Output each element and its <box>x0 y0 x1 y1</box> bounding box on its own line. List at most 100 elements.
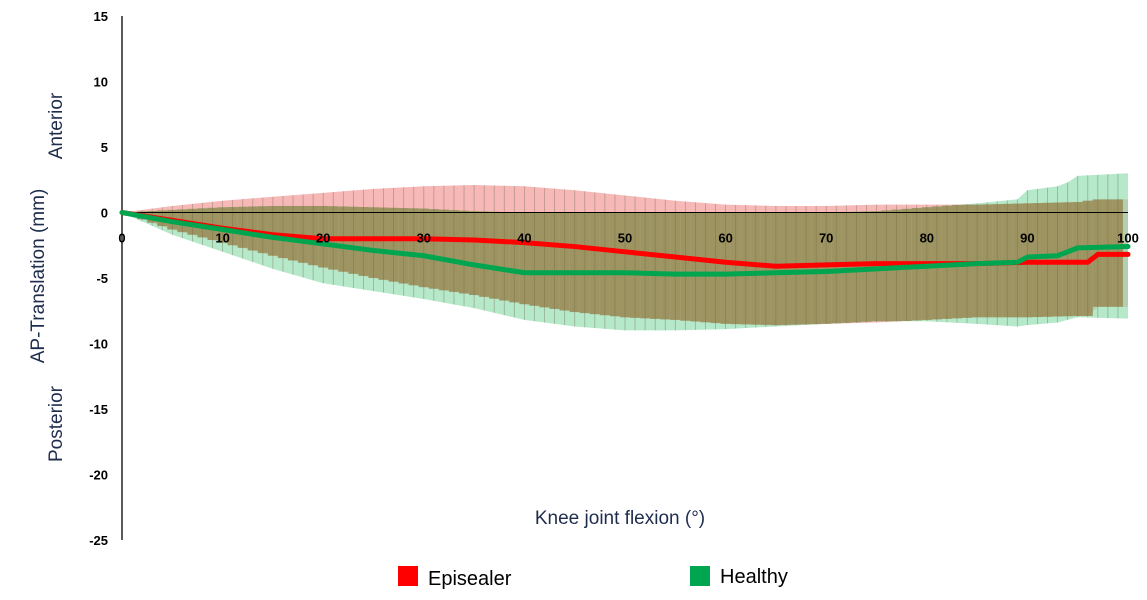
band-overlap-segment <box>459 210 470 294</box>
band-overlap-segment <box>499 211 510 301</box>
band-overlap-segment <box>469 211 480 296</box>
band-overlap-segment <box>217 207 228 243</box>
band-overlap-segment <box>509 212 520 303</box>
line-episealer <box>119 210 1131 269</box>
x-tick-label: 30 <box>417 231 431 246</box>
band-overlap-segment <box>811 212 822 325</box>
x-tick-label: 80 <box>920 231 934 246</box>
x-tick-label: 20 <box>316 231 330 246</box>
legend-swatch-episealer <box>398 566 418 586</box>
band-overlap-segment <box>841 211 852 323</box>
band-overlap-segment <box>529 212 540 306</box>
band-overlap-segment <box>398 208 409 284</box>
axes <box>121 16 1128 540</box>
band-overlap-segment <box>237 206 248 248</box>
band-overlap-segment <box>388 207 399 282</box>
y-axis-label-posterior: Posterior <box>46 385 67 462</box>
band-overlap-segment <box>257 206 268 254</box>
band-overlap-segment <box>428 209 439 289</box>
y-tick-label: -25 <box>89 533 108 548</box>
band-overlap-segment <box>247 206 258 251</box>
band-overlap-segment <box>630 212 641 318</box>
band-overlap-segment <box>579 212 590 314</box>
band-overlap-segment <box>690 212 701 322</box>
band-overlap-segment <box>730 212 741 325</box>
x-tick-label: 70 <box>819 231 833 246</box>
band-overlap-segment <box>358 206 369 276</box>
band-overlap-segment <box>1062 202 1073 317</box>
y-tick-label: -5 <box>96 271 108 286</box>
x-tick-label: 40 <box>517 231 531 246</box>
band-overlap-segment <box>298 205 309 263</box>
band-overlap-segment <box>277 205 288 259</box>
band-overlap-segment <box>207 207 218 241</box>
x-tick-label: 50 <box>618 231 632 246</box>
band-overlap-segment <box>780 212 791 325</box>
band-overlap-segment <box>750 212 761 325</box>
band-overlap-segment <box>549 212 560 309</box>
band-overlap-segment <box>559 212 570 311</box>
series-lines <box>119 210 1131 277</box>
band-overlap-segment <box>700 212 711 323</box>
band-overlap-segment <box>740 212 751 325</box>
legend: Episealer Healthy <box>398 566 788 590</box>
band-overlap-segment <box>619 212 631 318</box>
band-overlap-segment <box>378 207 389 280</box>
x-axis-label: Knee joint flexion (°) <box>535 508 705 529</box>
band-overlap-segment <box>680 212 691 321</box>
y-tick-label: 15 <box>94 9 108 24</box>
band-overlap-segment <box>448 210 460 292</box>
band-overlap-segment <box>790 212 802 325</box>
band-overlap-segment <box>640 212 651 319</box>
band-overlap-segment <box>267 205 278 256</box>
band-overlap-segment <box>519 212 530 305</box>
y-axis-label-anterior: Anterior <box>46 92 67 159</box>
band-overlap-segment <box>861 211 872 322</box>
legend-label-healthy: Healthy <box>720 566 788 588</box>
y-tick-label: 0 <box>101 206 108 221</box>
band-overlap-segment <box>1052 202 1063 317</box>
band-overlap-segment <box>770 212 781 326</box>
band-overlap-segment <box>801 212 812 325</box>
band-overlap-segment <box>479 211 490 297</box>
legend-label-episealer: Episealer <box>428 568 512 590</box>
x-tick-label: 60 <box>718 231 732 246</box>
x-tick-label: 90 <box>1020 231 1034 246</box>
y-tick-label: 5 <box>101 140 108 155</box>
band-overlap-segment <box>1082 200 1093 316</box>
band-overlap-segment <box>489 211 500 299</box>
band-overlap-segment <box>418 208 429 288</box>
band-overlap-segment <box>408 208 419 286</box>
y-tick-label: 10 <box>94 75 108 90</box>
y-axis-label: AP-Translation (mm) <box>28 189 49 364</box>
band-overlap-segment <box>368 207 379 278</box>
band-overlap-segment <box>609 212 620 317</box>
band-overlap-segment <box>720 212 731 324</box>
y-tick-label: -20 <box>89 468 108 483</box>
band-overlap-segment <box>851 211 862 323</box>
band-overlap-segment <box>569 212 580 313</box>
x-tick-label: 100 <box>1117 231 1139 246</box>
band-overlap-segment <box>710 212 721 324</box>
band-overlap-segment <box>871 211 882 322</box>
band-overlap-segment <box>287 205 299 261</box>
band-overlap-segment <box>972 204 983 318</box>
line-healthy <box>119 210 1131 277</box>
band-overlap-segment <box>760 212 771 325</box>
band-overlap-segment <box>821 212 832 324</box>
y-tick-label: -10 <box>89 337 108 352</box>
legend-swatch-healthy <box>690 566 710 586</box>
x-tick-label: 0 <box>118 231 125 246</box>
y-tick-label: -15 <box>89 402 108 417</box>
band-overlap-segment <box>438 209 449 291</box>
band-overlap-segment <box>539 212 550 308</box>
band-overlap-segment <box>599 212 610 316</box>
band-overlap-segment <box>831 212 842 324</box>
band-overlap-segment <box>227 206 238 246</box>
band-overlap-segment <box>660 212 671 320</box>
band-overlap-segment <box>670 212 681 320</box>
band-overlap-segment <box>589 212 600 315</box>
band-overlap-segment <box>650 212 661 319</box>
